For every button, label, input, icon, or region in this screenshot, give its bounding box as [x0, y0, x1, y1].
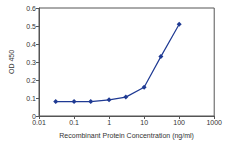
- svg-text:1: 1: [107, 119, 111, 126]
- svg-text:100: 100: [173, 119, 185, 126]
- svg-text:1000: 1000: [206, 119, 222, 126]
- svg-text:OD 450: OD 450: [8, 50, 15, 74]
- svg-text:0.6: 0.6: [26, 5, 36, 12]
- svg-text:0.1: 0.1: [69, 119, 79, 126]
- svg-text:0: 0: [32, 112, 36, 120]
- svg-text:0.2: 0.2: [26, 77, 36, 84]
- svg-text:0.4: 0.4: [26, 41, 36, 48]
- svg-text:0.1: 0.1: [26, 95, 36, 102]
- svg-text:Recombinant Protein Concentrat: Recombinant Protein Concentration (ng/ml…: [59, 132, 194, 140]
- svg-text:0.01: 0.01: [32, 119, 46, 126]
- svg-text:10: 10: [140, 119, 148, 126]
- svg-text:0.3: 0.3: [26, 59, 36, 66]
- svg-text:0.5: 0.5: [26, 23, 36, 30]
